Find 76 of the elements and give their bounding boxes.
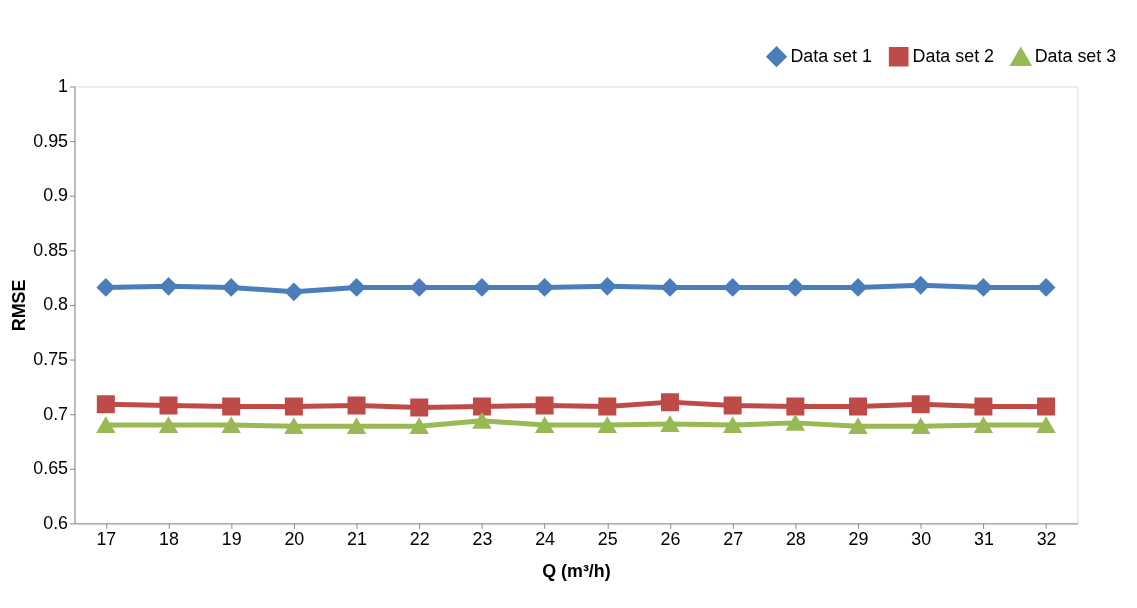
point <box>849 278 868 297</box>
point <box>222 397 241 416</box>
point <box>1037 397 1056 416</box>
point <box>284 418 303 435</box>
point <box>974 278 993 297</box>
point <box>786 397 805 416</box>
y-axis-title: RMSE <box>9 279 30 332</box>
point <box>849 397 868 416</box>
point <box>911 395 930 414</box>
point <box>96 278 115 297</box>
point <box>222 278 241 297</box>
point <box>96 417 115 434</box>
x-tick-label: 23 <box>472 528 493 549</box>
y-tick-label: 0.7 <box>43 403 69 424</box>
y-tick-label: 0.6 <box>43 512 69 533</box>
y-tick-label: 0.75 <box>33 349 69 369</box>
x-axis-title: Q (m³/h) <box>542 560 611 581</box>
point <box>535 396 554 415</box>
y-tick-label: 0.85 <box>33 239 69 260</box>
point <box>410 398 429 417</box>
point <box>347 418 366 435</box>
point <box>159 417 178 434</box>
x-tick-label: 18 <box>159 528 179 549</box>
x-tick-label: 19 <box>221 528 242 549</box>
x-tick-label: 20 <box>284 528 305 549</box>
point <box>535 278 554 297</box>
point <box>786 414 805 431</box>
point <box>1037 417 1056 434</box>
y-tick-label: 1 <box>58 75 69 96</box>
x-tick-label: 28 <box>785 528 806 549</box>
point <box>410 418 429 435</box>
y-tick-label: 0.8 <box>43 294 69 315</box>
x-tick-label: 22 <box>409 528 430 549</box>
point <box>911 418 930 435</box>
point <box>472 412 491 429</box>
x-tick-label: 24 <box>535 528 556 549</box>
y-tick-label: 0.95 <box>33 130 69 151</box>
point <box>974 417 993 434</box>
x-tick-label: 29 <box>848 528 869 549</box>
point <box>660 278 679 297</box>
point <box>284 397 303 416</box>
y-tick-label: 0.9 <box>43 185 69 206</box>
point <box>598 397 617 416</box>
point <box>472 397 491 416</box>
point <box>598 277 617 296</box>
point <box>159 396 178 415</box>
point <box>222 417 241 434</box>
x-tick-label: 31 <box>973 528 994 549</box>
x-tick-label: 32 <box>1036 528 1057 549</box>
point <box>660 393 679 412</box>
point <box>723 278 742 297</box>
x-tick-label: 26 <box>660 528 681 549</box>
x-tick-label: 25 <box>597 528 618 549</box>
x-tick-label: 27 <box>723 528 744 549</box>
legend-label: Data set 3 <box>1034 46 1117 67</box>
point <box>723 396 742 415</box>
y-tick-label: 0.65 <box>33 458 69 479</box>
point <box>347 396 366 415</box>
point <box>598 417 617 434</box>
x-tick-label: 30 <box>911 528 932 549</box>
x-tick-label: 21 <box>347 528 368 549</box>
point <box>660 416 679 432</box>
point <box>974 397 993 416</box>
point <box>849 418 868 435</box>
point <box>1037 278 1056 297</box>
legend-label: Data set 1 <box>790 45 872 66</box>
legend-label: Data set 2 <box>912 45 995 66</box>
x-tick-label: 17 <box>96 528 117 549</box>
point <box>159 277 178 296</box>
point <box>96 395 115 414</box>
point <box>723 417 742 434</box>
point <box>284 282 303 301</box>
point <box>347 278 366 297</box>
point <box>535 417 554 434</box>
point <box>911 276 930 295</box>
point <box>786 278 805 297</box>
